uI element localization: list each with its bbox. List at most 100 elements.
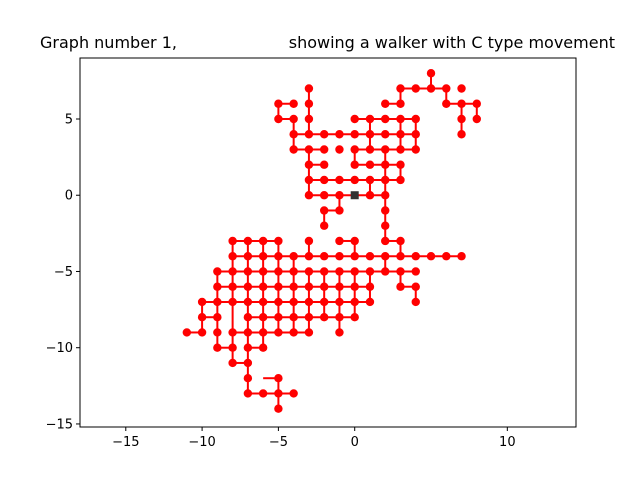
walk-point — [304, 84, 314, 93]
walk-point — [274, 99, 283, 108]
walk-point — [457, 99, 466, 108]
walk-point — [274, 328, 283, 337]
walk-point — [396, 175, 405, 185]
walk-point — [350, 252, 359, 261]
walk-point — [228, 343, 237, 352]
walk-point — [243, 267, 253, 276]
walk-point — [365, 130, 375, 139]
walk-point — [472, 99, 481, 108]
walk-point — [381, 206, 390, 215]
walk-point — [319, 297, 329, 307]
y-tick-label: −5 — [54, 265, 73, 280]
walk-point — [274, 282, 283, 291]
walk-point — [365, 297, 375, 307]
walk-point — [197, 328, 207, 337]
walk-point — [457, 84, 466, 93]
walk-point — [396, 84, 405, 93]
walk-point — [411, 145, 420, 154]
walk-point — [319, 191, 329, 200]
walk-point — [258, 236, 268, 246]
walk-point — [258, 297, 268, 307]
axes: −15 −10 −5 0 10 −15 −10 −5 0 5 — [46, 57, 577, 450]
walk-point — [350, 297, 359, 307]
walk-point — [442, 252, 451, 261]
walk-point — [304, 130, 314, 139]
walk-point — [228, 297, 237, 307]
walk-point — [335, 130, 344, 139]
walk-point — [213, 282, 222, 291]
walk-point — [304, 236, 314, 246]
walk-point — [319, 252, 329, 261]
walk-point — [365, 252, 375, 261]
walk-point — [426, 252, 436, 261]
walk-point — [289, 313, 298, 322]
walk-point — [365, 114, 375, 124]
walk-point — [319, 221, 329, 230]
walk-point — [304, 99, 314, 108]
walk-point — [319, 282, 329, 291]
walk-point — [411, 252, 420, 261]
walk-point — [396, 99, 405, 108]
walk-point — [396, 267, 405, 276]
walk-point — [442, 84, 451, 93]
walk-point — [319, 206, 329, 215]
walk-point — [411, 130, 420, 139]
walk-point — [197, 313, 207, 322]
walk-point — [365, 191, 375, 200]
walk-point — [304, 282, 314, 291]
walk-point — [381, 221, 390, 230]
walk-point — [243, 236, 253, 246]
walk-point — [197, 297, 207, 307]
walk-point — [243, 252, 253, 261]
walk-point — [319, 160, 329, 169]
walk-point — [289, 114, 298, 124]
walk-point — [411, 297, 420, 307]
walk-point — [258, 328, 268, 337]
walk-point — [319, 313, 329, 322]
y-tick-label: 5 — [65, 112, 73, 127]
walk-point — [289, 389, 298, 398]
walk-point — [258, 343, 268, 352]
walk-point — [381, 252, 390, 261]
walk-point — [228, 328, 237, 337]
walk-point — [381, 175, 390, 185]
walk-point — [243, 297, 253, 307]
walk-point — [258, 252, 268, 261]
walk-point — [365, 282, 375, 291]
walk-point — [243, 358, 253, 368]
walk-point — [457, 114, 466, 124]
walk-point — [426, 84, 436, 93]
x-tick-label: −10 — [188, 435, 215, 450]
plot-area — [182, 69, 481, 413]
walk-point — [274, 389, 283, 398]
walk-point — [411, 84, 420, 93]
walk-point — [319, 145, 329, 154]
walk-point — [319, 267, 329, 276]
walk-point — [335, 297, 344, 307]
walk-point — [350, 160, 359, 169]
walk-point — [243, 313, 253, 322]
walk-point — [228, 236, 237, 246]
walk-point — [182, 328, 192, 337]
walk-point — [243, 282, 253, 291]
walk-point — [304, 145, 314, 154]
walk-point — [350, 267, 359, 276]
walk-point — [319, 130, 329, 139]
walk-point — [472, 114, 481, 124]
walk-point — [274, 374, 283, 383]
walk-point — [243, 343, 253, 352]
walk-point — [381, 236, 390, 246]
walk-point — [335, 145, 344, 154]
walk-point — [381, 191, 390, 200]
walk-point — [350, 175, 359, 185]
walk-point — [304, 175, 314, 185]
walk-point — [411, 114, 420, 124]
walk-point — [381, 114, 390, 124]
walk-point — [228, 282, 237, 291]
walk-point — [365, 145, 375, 154]
walk-point — [213, 343, 222, 352]
walk-point — [350, 236, 359, 246]
walk-point — [274, 236, 283, 246]
walk-point — [304, 114, 314, 124]
walk-point — [396, 130, 405, 139]
